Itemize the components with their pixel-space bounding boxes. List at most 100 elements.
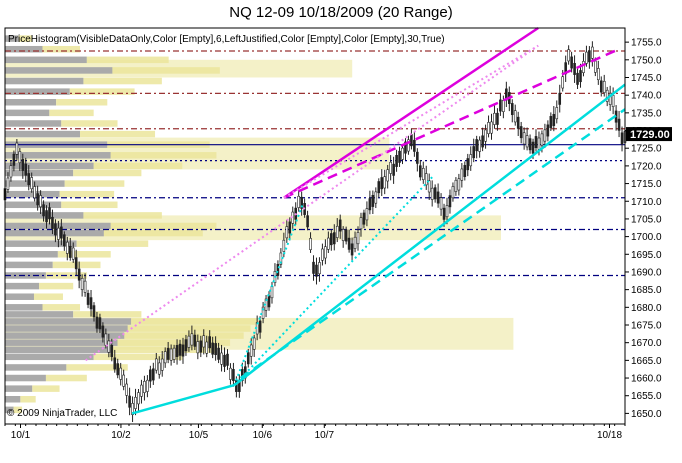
bar-body [154, 358, 158, 371]
bar-body [380, 177, 384, 190]
x-tick-label: 10/7 [315, 430, 335, 441]
trend-line [283, 26, 539, 199]
histogram-bar-value [59, 190, 115, 198]
bar-body [395, 154, 398, 167]
bar-body [487, 122, 490, 134]
histogram-bar [5, 88, 70, 95]
bar-body [27, 173, 31, 186]
bar-body [493, 112, 496, 125]
histogram-bar-value [18, 35, 33, 42]
bar-body [101, 325, 105, 338]
x-tick-label: 10/6 [253, 430, 273, 441]
y-tick-label: 1670.0 [631, 338, 662, 349]
y-tick-label: 1685.0 [631, 285, 662, 296]
bar-body [128, 395, 131, 408]
bar-body [611, 95, 615, 107]
bar-body [89, 297, 93, 310]
y-tick-label: 1675.0 [631, 321, 662, 332]
bar-body [77, 268, 81, 281]
bar-body [285, 226, 289, 239]
histogram-bar-value [13, 406, 23, 414]
bar-body [513, 110, 517, 123]
histogram-bar-value [117, 339, 231, 346]
histogram-bar [5, 385, 33, 392]
bar-body [163, 351, 167, 364]
bar-body [63, 234, 66, 247]
bar-body [576, 72, 579, 85]
bar-body [383, 176, 387, 189]
bar-body [591, 46, 594, 59]
y-tick-label: 1720.0 [631, 161, 662, 172]
histogram-bar [5, 45, 43, 53]
trend-lines[interactable] [85, 26, 626, 415]
histogram-bar-value [93, 353, 183, 361]
histogram-bar [5, 120, 62, 127]
bar-body [223, 354, 226, 367]
histogram-bar-value [32, 385, 60, 392]
bar-body [137, 392, 140, 405]
histogram-bar [5, 282, 40, 290]
bar-body [122, 374, 125, 387]
bar-body [211, 342, 214, 355]
bar-body [178, 343, 182, 356]
bar-body [528, 138, 532, 151]
histogram-bar [5, 332, 125, 339]
histogram-bar [5, 318, 132, 325]
bar-body [261, 306, 265, 319]
y-tick-label: 1680.0 [631, 303, 662, 314]
bar-body [83, 280, 87, 293]
bar-body [594, 60, 597, 73]
bar-body [15, 142, 19, 155]
bar-body [344, 229, 348, 242]
histogram-bar [5, 304, 43, 311]
bar-body [54, 223, 57, 236]
bar-body [199, 340, 203, 353]
bar-body [410, 134, 413, 147]
bar-body [229, 367, 232, 380]
last-price-box [626, 127, 672, 142]
trend-line [233, 204, 304, 386]
bar-body [457, 178, 461, 191]
bar-body [401, 147, 404, 160]
bar-body [184, 339, 188, 352]
bar-body [561, 76, 565, 89]
bar-body [522, 132, 526, 145]
bar-body [451, 186, 455, 199]
bar-body [187, 335, 191, 348]
y-tick-label: 1660.0 [631, 374, 662, 385]
bar-body [57, 227, 60, 240]
bar-body [413, 139, 416, 152]
histogram-bar [5, 201, 62, 209]
histogram-bar-value [76, 240, 149, 247]
bar-body [181, 344, 185, 357]
bar-body [484, 129, 487, 142]
histogram-bar [5, 346, 111, 353]
y-tick-label: 1655.0 [631, 391, 662, 402]
bar-body [226, 353, 229, 366]
bar-body [21, 158, 25, 171]
bar-body [160, 358, 164, 371]
histogram-bar-value [39, 282, 74, 290]
bar-body [525, 135, 529, 148]
bar-body [270, 286, 274, 299]
bar-body [196, 341, 200, 354]
bar-body [190, 333, 194, 346]
bar-body [620, 132, 624, 145]
bar-body [356, 232, 360, 245]
bar-body [68, 245, 72, 258]
bar-body [582, 61, 585, 73]
bar-body [421, 168, 425, 180]
bar-body [95, 316, 99, 329]
bar-body [149, 369, 152, 382]
y-tick-label: 1735.0 [631, 108, 662, 119]
histogram-bar-value [33, 293, 63, 300]
copyright-label: © 2009 NinjaTrader, LLC [7, 408, 117, 419]
trend-line [283, 44, 539, 199]
histogram-bar-value [83, 212, 162, 219]
bar-body [478, 139, 481, 152]
x-tick-label: 10/2 [111, 430, 131, 441]
y-tick-label: 1750.0 [631, 55, 662, 66]
bar-body [531, 141, 535, 154]
bar-body [86, 292, 90, 305]
